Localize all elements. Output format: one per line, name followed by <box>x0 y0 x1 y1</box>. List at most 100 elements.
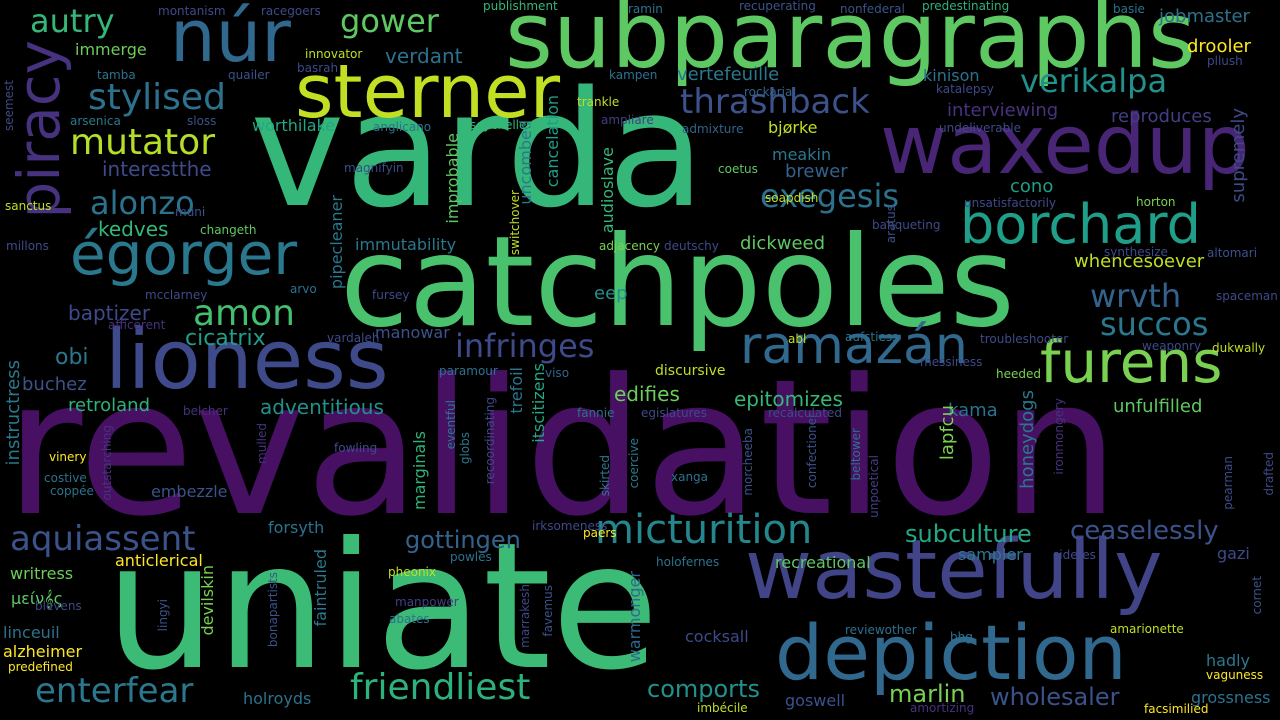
cloud-word: depiction <box>775 608 1127 697</box>
cloud-word: audioslave <box>598 147 617 234</box>
cloud-word: vaguness <box>1206 668 1264 682</box>
cloud-word: cancelation <box>543 95 562 188</box>
cloud-word: thrashback <box>680 82 870 122</box>
cloud-word: predestinating <box>922 0 1010 13</box>
cloud-word: egislatures <box>641 406 707 420</box>
cloud-word: paers <box>583 526 617 540</box>
cloud-word: marlin <box>889 680 966 708</box>
cloud-word: admixture <box>682 122 744 136</box>
cloud-word: immutability <box>355 235 457 254</box>
cloud-word: amortizing <box>910 701 975 715</box>
cloud-word: arsenica <box>70 114 121 128</box>
cloud-word: holofernes <box>656 555 720 569</box>
cloud-word: adjacency <box>599 239 660 253</box>
cloud-word: faintruled <box>311 549 330 627</box>
cloud-word: marrakesh <box>518 584 532 648</box>
cloud-word: kama <box>948 400 998 421</box>
cloud-word: manpower <box>395 595 459 609</box>
cloud-word: pearman <box>1221 456 1235 510</box>
cloud-word: revalidation <box>5 339 1120 558</box>
cloud-word: fowling <box>334 441 378 455</box>
cloud-word: anticlerical <box>115 551 203 570</box>
cloud-word: verdant <box>385 44 463 68</box>
cloud-word: dukwally <box>1212 341 1266 355</box>
cloud-word: globs <box>458 432 472 465</box>
cloud-word: wholesaler <box>990 683 1120 711</box>
cloud-word: switchover <box>508 190 522 256</box>
cloud-word: sloss <box>187 114 217 128</box>
cloud-word: irksomeness <box>532 519 608 533</box>
cloud-word: núr <box>170 0 291 78</box>
cloud-word: recoordinating <box>483 397 497 485</box>
cloud-word: soapdish <box>765 191 819 205</box>
cloud-word: verikalpa <box>1020 62 1168 100</box>
cloud-word: whencesoever <box>1074 251 1205 272</box>
cloud-word: sanctus <box>5 199 52 213</box>
cloud-word: powles <box>450 550 492 564</box>
cloud-word: xanga <box>671 470 709 484</box>
cloud-word: exegesis <box>760 177 899 215</box>
cloud-word: pllush <box>1207 54 1243 68</box>
cloud-word: gower <box>340 2 439 40</box>
cloud-word: μείν𝄞ς <box>11 589 64 608</box>
cloud-word: jobmaster <box>1159 6 1250 27</box>
cloud-word: skirted <box>598 455 612 497</box>
cloud-word: undeliverable <box>939 121 1021 135</box>
cloud-word: piracy <box>5 40 73 219</box>
cloud-word: montanism <box>158 4 226 18</box>
cloud-word: stylised <box>88 77 226 118</box>
cloud-word: seychelles <box>470 118 533 132</box>
cloud-word: kampen <box>609 68 658 82</box>
cloud-word: cocksall <box>685 627 749 646</box>
cloud-word: furens <box>1040 328 1223 396</box>
cloud-word: outstarching <box>100 425 114 501</box>
cloud-word: trankle <box>577 95 620 109</box>
cloud-word: subculture <box>905 520 1032 548</box>
cloud-word: imbécile <box>697 701 748 715</box>
cloud-word: improbable <box>443 133 462 224</box>
cloud-word: honeydogs <box>1017 390 1038 489</box>
cloud-word: ironmongery <box>1052 398 1066 475</box>
cloud-word: coetus <box>718 162 758 176</box>
cloud-word: afficerent <box>108 318 166 332</box>
cloud-word: autry <box>30 2 115 40</box>
cloud-word: holroyds <box>243 689 312 708</box>
cloud-word: quailer <box>228 68 270 82</box>
cloud-word: confectioner <box>805 413 819 489</box>
cloud-word: vardaleh <box>327 331 380 345</box>
cloud-word: retroland <box>68 395 151 416</box>
cloud-word: anglicano <box>373 120 432 134</box>
cloud-word: catchpoles <box>340 210 1015 355</box>
cloud-word: hadly <box>1206 651 1251 670</box>
cloud-word: ceaselessly <box>1070 516 1219 546</box>
cloud-word: rockaria <box>744 85 793 99</box>
cloud-word: brewer <box>785 161 848 182</box>
cloud-word: pipecleaner <box>327 195 346 290</box>
cloud-word: amon <box>193 293 295 334</box>
cloud-word: linceuil <box>3 623 60 642</box>
cloud-word: racegoers <box>261 4 321 18</box>
cloud-word: katalepsy <box>936 82 994 96</box>
cloud-word: mutator <box>70 122 216 163</box>
cloud-word: predefined <box>8 660 73 674</box>
cloud-word: mulled <box>255 423 269 464</box>
cloud-word: lapfcu <box>937 405 958 461</box>
cloud-word: nonfederal <box>840 2 905 16</box>
cloud-word: publishment <box>483 0 558 13</box>
cloud-word: drafted <box>1262 452 1276 496</box>
cloud-word: borchard <box>960 193 1201 256</box>
cloud-word: abates <box>389 612 430 626</box>
cloud-word: innovator <box>305 47 363 61</box>
cloud-word: fursey <box>372 288 410 302</box>
cloud-word: subparagraphs <box>505 0 1196 89</box>
cloud-word: banqueting <box>872 218 941 232</box>
cloud-word: fannie <box>577 406 615 420</box>
cloud-word: kinison <box>923 66 980 85</box>
cloud-word: blevens <box>35 599 82 613</box>
cloud-word: costive <box>44 471 87 485</box>
cloud-word: wrvth <box>1090 277 1182 315</box>
cloud-word: comports <box>647 675 760 703</box>
cloud-word: marginals <box>410 431 429 511</box>
cloud-word: obi <box>55 345 89 370</box>
cloud-word: lingyi <box>156 599 170 632</box>
